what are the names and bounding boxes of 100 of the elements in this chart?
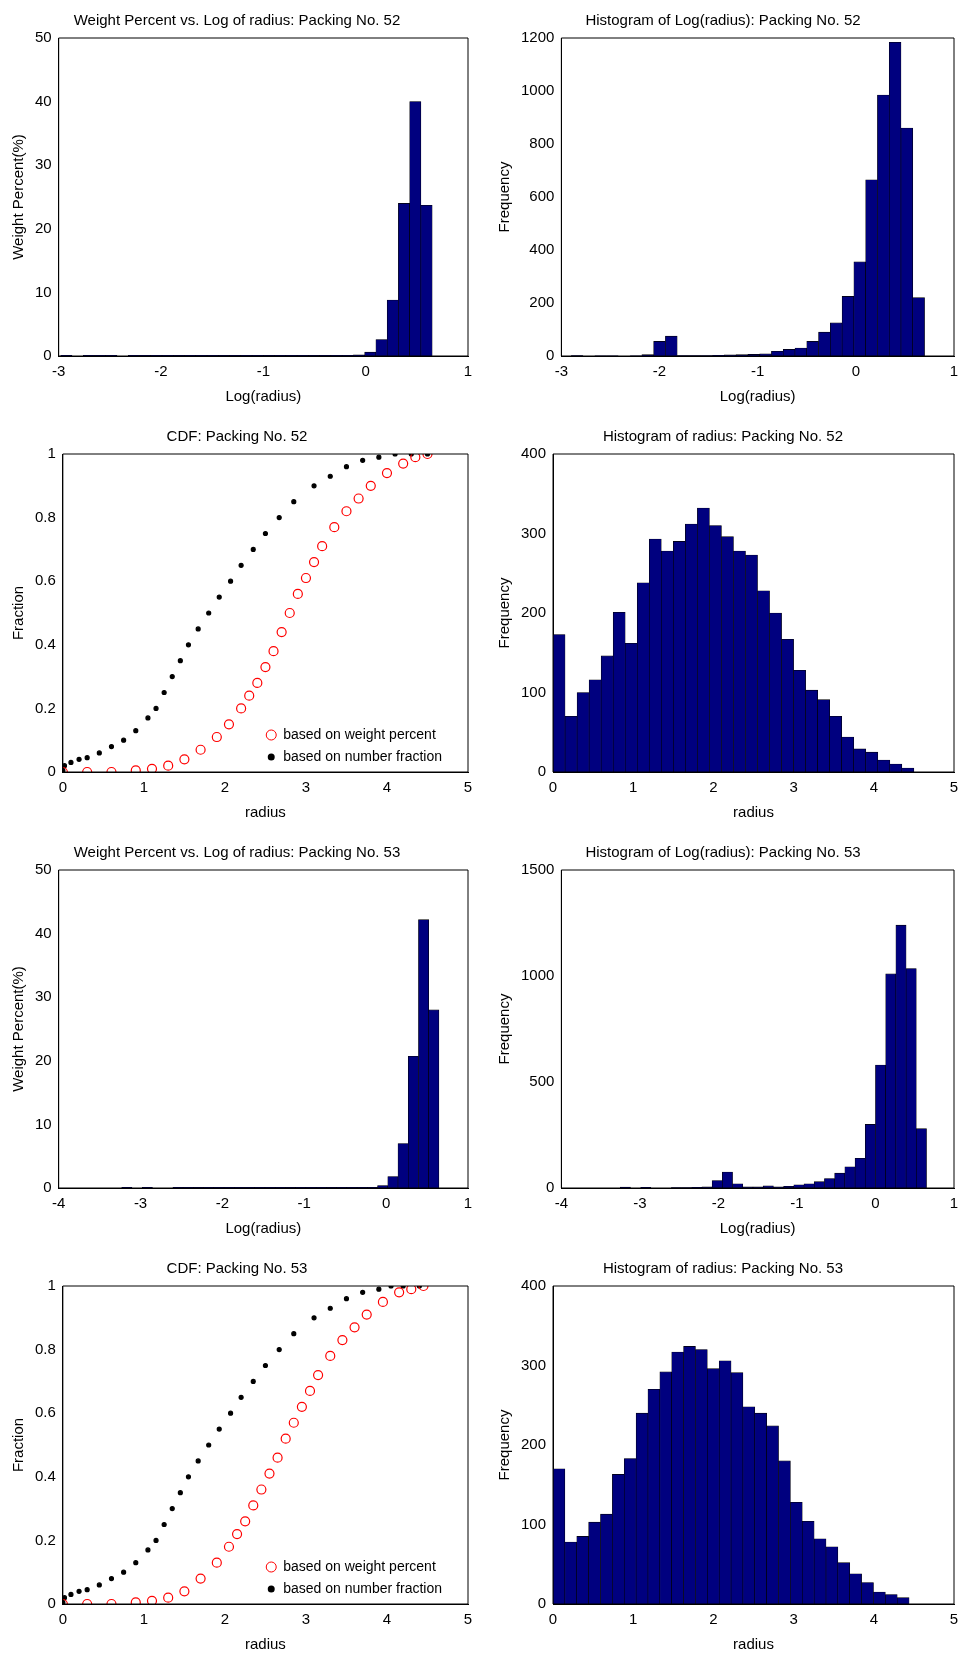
y-axis-title: Frequency: [495, 993, 513, 1065]
y-tick-label: 40: [35, 923, 52, 941]
y-tick-label: 300: [521, 1355, 547, 1373]
x-tick-label: -3: [554, 362, 569, 380]
y-axis-title: Fraction: [9, 585, 27, 641]
x-tick-label: -1: [256, 362, 271, 380]
x-tick-label: 4: [869, 1610, 878, 1628]
x-tick-label: 5: [949, 778, 959, 796]
x-tick-label: 5: [463, 1610, 473, 1628]
x-tick-label: 3: [301, 778, 311, 796]
y-tick-label: 0.6: [34, 571, 56, 589]
x-tick-label: 1: [463, 362, 473, 380]
y-tick-label: 0: [546, 346, 555, 364]
x-tick-label: 1: [463, 1194, 473, 1212]
legend-label: based on weight percent: [283, 1557, 436, 1574]
y-tick-label: 20: [35, 1050, 52, 1068]
y-axis-title: Weight Percent(%): [9, 966, 27, 1092]
chart-title: CDF: Packing No. 53: [166, 1259, 308, 1277]
y-tick-label: 1: [47, 444, 56, 462]
x-tick-label: 2: [709, 778, 718, 796]
y-tick-label: 100: [521, 682, 547, 700]
y-tick-label: 1200: [520, 28, 555, 46]
x-tick-label: 0: [851, 362, 861, 380]
y-tick-label: 0: [47, 1594, 56, 1612]
y-axis-title: Frequency: [495, 161, 513, 233]
x-tick-label: 4: [382, 1610, 392, 1628]
y-tick-label: 30: [35, 155, 52, 173]
x-tick-label: -2: [711, 1194, 726, 1212]
y-tick-label: 0: [537, 762, 547, 780]
y-tick-label: 20: [35, 218, 52, 236]
x-tick-label: -3: [52, 362, 66, 380]
x-tick-label: 2: [220, 778, 230, 796]
y-tick-label: 200: [521, 1435, 547, 1453]
y-tick-label: 10: [35, 282, 52, 300]
y-tick-label: 40: [35, 91, 52, 109]
x-tick-label: 3: [301, 1610, 311, 1628]
y-tick-label: 100: [521, 1514, 547, 1532]
chart-title: Histogram of radius: Packing No. 53: [602, 1259, 844, 1277]
y-tick-label: 0: [546, 1178, 555, 1196]
x-tick-label: -1: [751, 362, 765, 380]
y-tick-label: 50: [35, 28, 52, 46]
y-tick-label: 1000: [520, 966, 555, 984]
y-tick-label: 0: [43, 346, 52, 364]
x-tick-label: -1: [297, 1194, 311, 1212]
legend-label: based on weight percent: [283, 725, 436, 742]
y-tick-label: 10: [35, 1114, 52, 1132]
x-tick-label: 0: [58, 778, 68, 796]
y-tick-label: 0.8: [34, 1339, 56, 1357]
y-tick-label: 30: [35, 987, 52, 1005]
y-tick-label: 0: [537, 1594, 547, 1612]
x-axis-title: radius: [733, 1635, 774, 1653]
y-axis-title: Fraction: [9, 1417, 27, 1473]
x-axis-title: Log(radius): [719, 1219, 796, 1237]
chart-title: Weight Percent vs. Log of radius: Packing No. 52: [73, 11, 401, 29]
x-tick-label: 5: [949, 1610, 959, 1628]
x-axis-title: radius: [245, 803, 286, 821]
y-tick-label: 300: [521, 523, 547, 541]
chart-title: Histogram of Log(radius): Packing No. 52: [585, 11, 861, 29]
y-tick-label: 0.6: [34, 1403, 56, 1421]
y-axis-title: Weight Percent(%): [9, 134, 27, 260]
x-tick-label: -2: [215, 1194, 230, 1212]
x-tick-label: 0: [58, 1610, 68, 1628]
x-tick-label: 3: [789, 1610, 798, 1628]
x-tick-label: 5: [463, 778, 473, 796]
legend-label: based on number fraction: [283, 747, 442, 764]
x-tick-label: 1: [139, 778, 149, 796]
y-tick-label: 1: [47, 1276, 56, 1294]
x-tick-label: 3: [789, 778, 798, 796]
x-tick-label: 1: [629, 1610, 638, 1628]
x-tick-label: 2: [220, 1610, 230, 1628]
x-tick-label: -2: [154, 362, 168, 380]
x-axis-title: radius: [245, 1635, 286, 1653]
x-tick-label: -2: [652, 362, 667, 380]
x-tick-label: 4: [382, 778, 392, 796]
x-tick-label: 2: [709, 1610, 718, 1628]
y-tick-label: 1500: [520, 860, 555, 878]
x-axis-title: Log(radius): [225, 1219, 302, 1237]
x-tick-label: -4: [554, 1194, 569, 1212]
x-tick-label: 0: [361, 362, 370, 380]
y-tick-label: 0: [43, 1178, 52, 1196]
y-tick-label: 0: [47, 762, 56, 780]
y-tick-label: 600: [529, 187, 555, 205]
y-tick-label: 800: [529, 134, 555, 152]
x-tick-label: 1: [949, 362, 959, 380]
y-axis-title: Frequency: [495, 577, 513, 649]
x-tick-label: -3: [633, 1194, 647, 1212]
legend-label: based on number fraction: [283, 1579, 442, 1596]
y-tick-label: 1000: [520, 81, 555, 99]
chart-title: Weight Percent vs. Log of radius: Packing No. 53: [73, 843, 401, 861]
x-tick-label: 0: [381, 1194, 391, 1212]
y-tick-label: 0.2: [34, 698, 56, 716]
y-tick-label: 50: [35, 860, 52, 878]
chart-title: CDF: Packing No. 52: [166, 427, 308, 445]
y-tick-label: 200: [529, 293, 555, 311]
x-tick-label: 4: [869, 778, 878, 796]
chart-title: Histogram of Log(radius): Packing No. 53: [585, 843, 861, 861]
y-tick-label: 400: [521, 1276, 547, 1294]
y-tick-label: 500: [529, 1072, 555, 1090]
x-tick-label: -1: [790, 1194, 804, 1212]
x-tick-label: -4: [52, 1194, 66, 1212]
